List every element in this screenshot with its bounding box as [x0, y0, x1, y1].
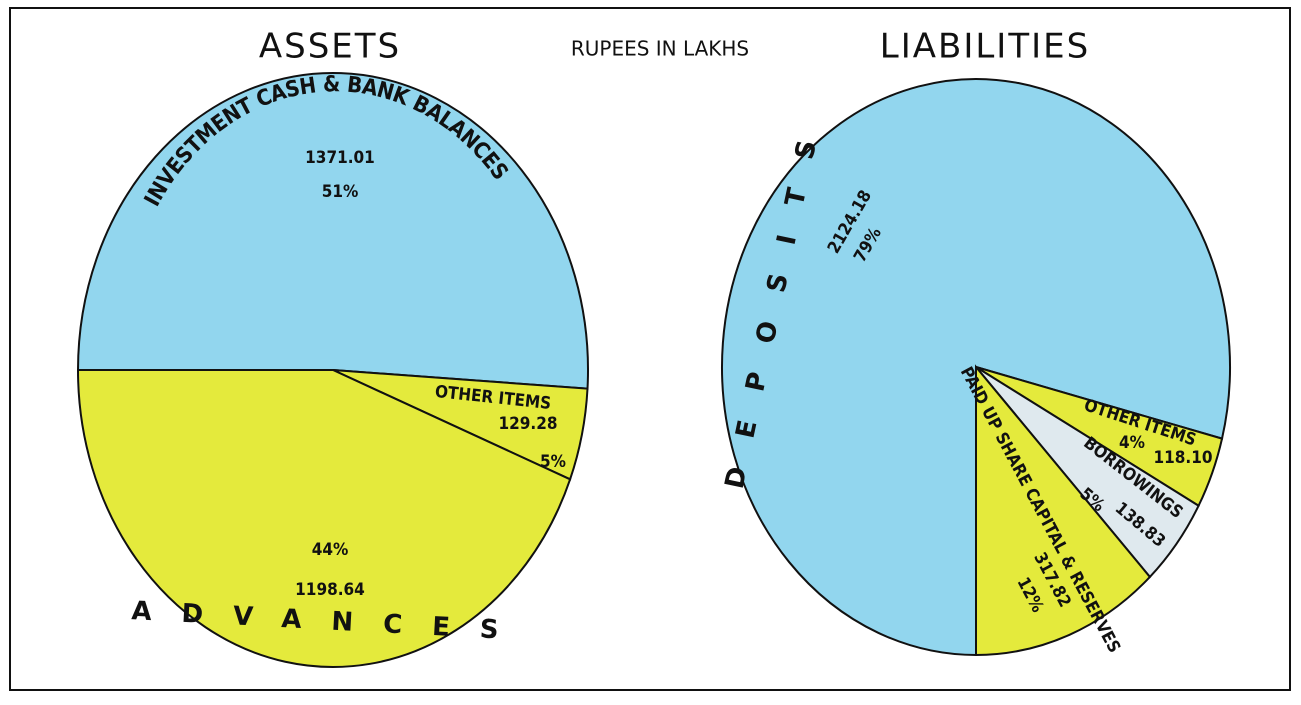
pie-slice	[76, 369, 572, 668]
amount-label: 1198.64	[295, 580, 365, 600]
pie-slice	[975, 364, 1152, 657]
amount-label: 1371.01	[305, 148, 375, 168]
amount-label: 129.28	[498, 414, 557, 434]
caption: RUPEES IN LAKHS	[571, 37, 749, 61]
percent-label: 4%	[1119, 433, 1145, 453]
pie-slice	[76, 72, 589, 390]
chart-title: ASSETS	[259, 27, 401, 67]
pie-slice	[721, 78, 1231, 657]
percent-label: 44%	[312, 540, 349, 560]
frame	[9, 7, 1291, 691]
percent-label: 5%	[540, 452, 566, 472]
percent-label: 51%	[322, 182, 359, 202]
amount-label: 118.10	[1153, 448, 1212, 468]
chart-title: LIABILITIES	[880, 27, 1090, 67]
